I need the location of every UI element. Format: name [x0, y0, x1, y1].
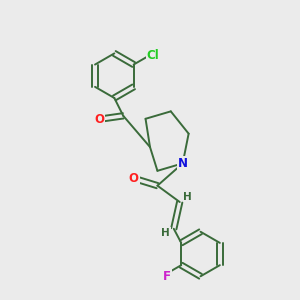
Text: H: H [183, 192, 192, 202]
Text: N: N [178, 157, 188, 170]
Text: O: O [94, 113, 104, 126]
Text: F: F [163, 270, 171, 283]
Text: H: H [161, 228, 170, 238]
Text: Cl: Cl [147, 49, 160, 62]
Text: O: O [129, 172, 139, 185]
